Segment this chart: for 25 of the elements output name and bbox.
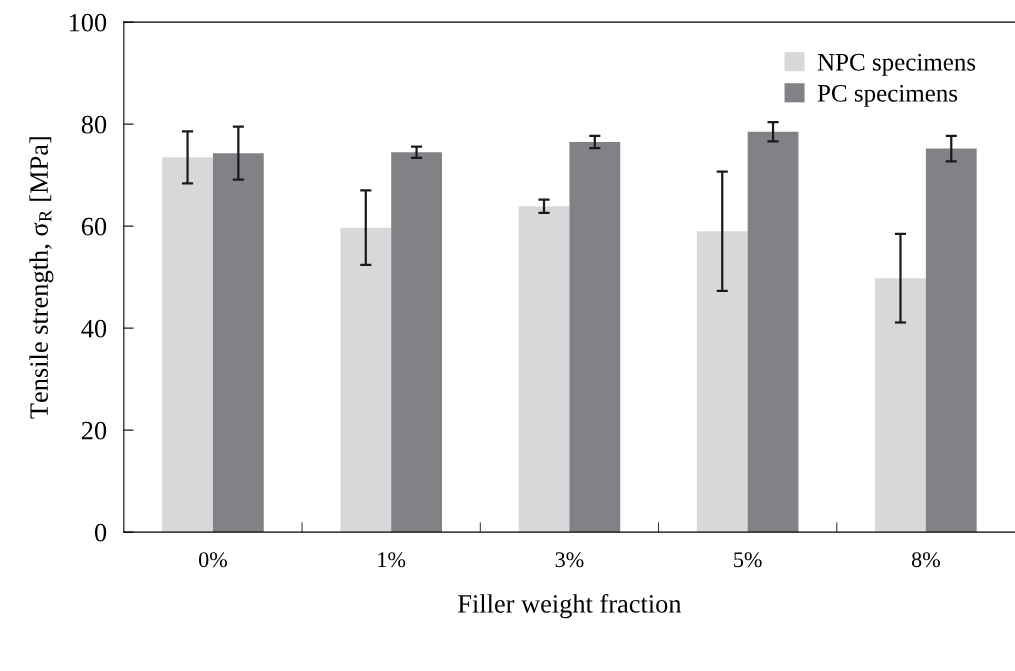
bar: [162, 157, 213, 533]
legend-label: PC specimens: [817, 84, 958, 107]
bar: [925, 148, 977, 533]
y-tick-label: 100: [69, 13, 107, 32]
bar: [875, 278, 926, 533]
y-tick-label: 20: [81, 421, 107, 440]
bar: [212, 153, 264, 533]
bar: [391, 152, 442, 533]
legend-label: NPC specimens: [817, 53, 976, 76]
x-tick-label: 1%: [378, 552, 406, 568]
x-axis-title: Filler weight fraction: [458, 593, 682, 619]
y-tick-label: 80: [81, 115, 107, 134]
x-tick-label: 8%: [911, 552, 940, 568]
x-tick-label: 5%: [734, 552, 762, 568]
y-tick-label: 0: [94, 523, 107, 542]
y-tick-label: 40: [81, 319, 107, 338]
y-axis-title: Tensile strength, σ$_{R}$ [MPa]: [29, 137, 54, 419]
y-tick-label: 60: [81, 217, 107, 236]
bar: [696, 231, 748, 533]
bar: [340, 227, 392, 533]
x-tick-label: 3%: [555, 552, 584, 568]
bar: [569, 141, 621, 533]
x-tick-label: 0%: [198, 552, 227, 568]
bar: [747, 131, 799, 533]
bar: [518, 206, 570, 533]
